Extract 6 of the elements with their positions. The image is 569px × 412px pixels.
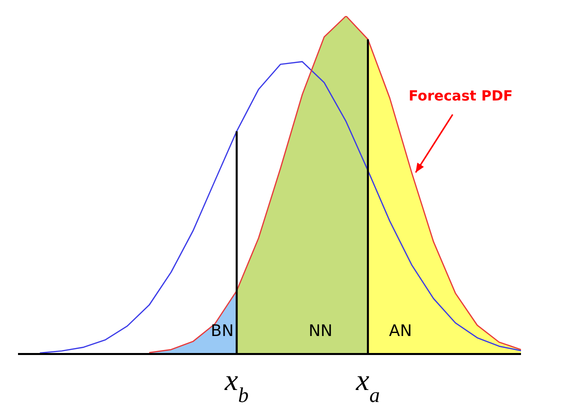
x-tick-label: x$_{a}$ [355, 364, 380, 407]
x-tick-label: x$_{b}$ [224, 364, 249, 407]
series-label: Forecast PDF [408, 88, 513, 104]
series-label: AN [389, 321, 412, 340]
series-label: BN [210, 321, 234, 340]
series-label: NN [308, 321, 333, 340]
